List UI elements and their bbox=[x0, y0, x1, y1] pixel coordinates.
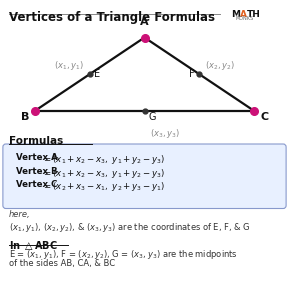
Text: E = $(x_1, y_1)$, F = $(x_2, y_2)$, G = $(x_3, y_3)$ are the midpoints: E = $(x_1, y_1)$, F = $(x_2, y_2)$, G = … bbox=[9, 248, 238, 261]
Text: E: E bbox=[94, 69, 100, 79]
Text: C: C bbox=[260, 112, 268, 122]
Text: MONKS: MONKS bbox=[236, 16, 254, 21]
Text: In $\bf{\triangle}$ABC: In $\bf{\triangle}$ABC bbox=[9, 238, 58, 251]
Text: $(x_2, y_2)$: $(x_2, y_2)$ bbox=[205, 59, 235, 72]
Text: here,: here, bbox=[9, 210, 30, 219]
Text: B: B bbox=[21, 112, 29, 122]
Text: $(x_1, y_1)$, $(x_2, y_2)$, & $(x_3, y_3)$ are the coordinates of E, F, & G: $(x_1, y_1)$, $(x_2, y_2)$, & $(x_3, y_3… bbox=[9, 221, 250, 234]
FancyBboxPatch shape bbox=[3, 144, 286, 208]
Text: Vertex C: Vertex C bbox=[16, 180, 57, 189]
Text: of the sides AB, CA, & BC: of the sides AB, CA, & BC bbox=[9, 259, 115, 268]
Text: $(x_3, y_3)$: $(x_3, y_3)$ bbox=[150, 128, 180, 140]
Text: $ = (x_2 + x_3 - x_1,\ y_2 + y_3 - y_1)$: $ = (x_2 + x_3 - x_1,\ y_2 + y_3 - y_1)$ bbox=[42, 180, 166, 193]
Text: Vertex B: Vertex B bbox=[16, 167, 58, 176]
Text: Formulas: Formulas bbox=[9, 136, 63, 146]
Text: Vertices of a Triangle Formulas: Vertices of a Triangle Formulas bbox=[9, 11, 215, 23]
Text: $ = (x_1 + x_2 - x_3,\ y_1 + y_2 - y_3)$: $ = (x_1 + x_2 - x_3,\ y_1 + y_2 - y_3)$ bbox=[42, 167, 166, 179]
Text: F: F bbox=[190, 69, 195, 79]
Text: A: A bbox=[140, 17, 149, 27]
Text: Vertex A: Vertex A bbox=[16, 153, 58, 162]
Text: $ = (x_1 + x_2 - x_3,\ y_1 + y_2 - y_3)$: $ = (x_1 + x_2 - x_3,\ y_1 + y_2 - y_3)$ bbox=[42, 153, 166, 166]
Text: G: G bbox=[149, 112, 156, 122]
Text: M: M bbox=[231, 10, 240, 19]
Text: $(x_1, y_1)$: $(x_1, y_1)$ bbox=[54, 59, 84, 72]
Text: TH: TH bbox=[247, 10, 261, 19]
Text: A: A bbox=[240, 10, 247, 19]
